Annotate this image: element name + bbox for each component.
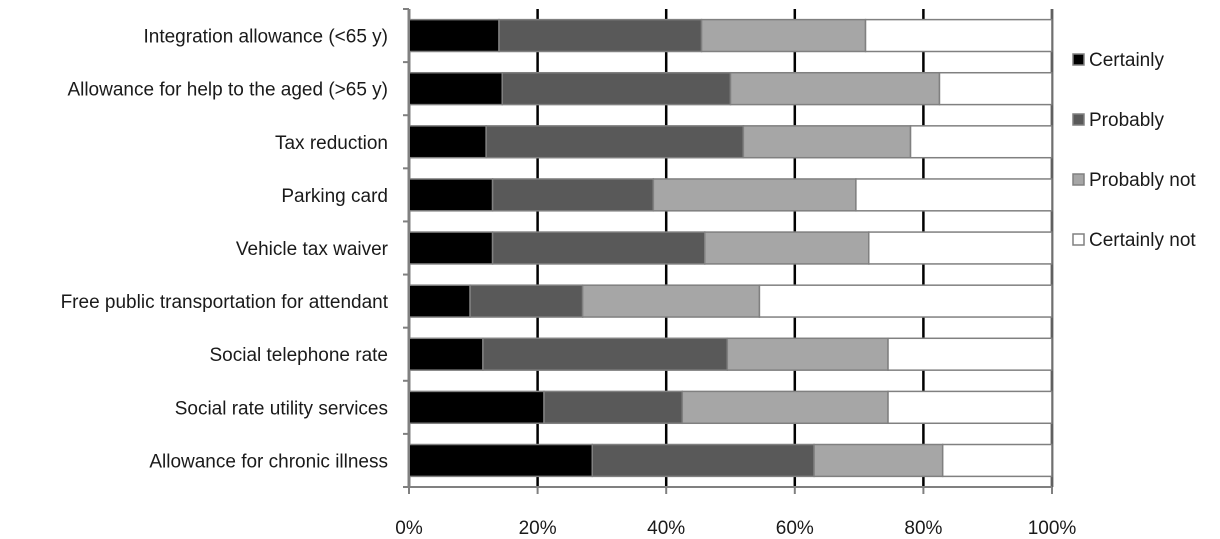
x-tick-label: 40%: [647, 518, 685, 539]
category-label: Tax reduction: [275, 133, 388, 154]
bar-segment-probably: [501, 71, 732, 106]
bar-segment-certainly: [408, 284, 471, 318]
bar-segment-probably: [469, 284, 584, 318]
bar-segment-probably: [543, 390, 684, 425]
x-tick-label: 100%: [1028, 518, 1077, 539]
bar-segment-certainly-not: [887, 390, 1053, 425]
bar-segment-probably-not: [726, 337, 889, 371]
bar-segment-certainly-not: [909, 125, 1053, 159]
bar-segment-probably: [485, 125, 745, 159]
category-label: Allowance for chronic illness: [149, 451, 388, 472]
axes: [403, 8, 1053, 494]
bar-segment-probably-not: [704, 231, 870, 265]
bar-segment-probably-not: [681, 390, 889, 425]
bars: [408, 18, 1053, 478]
bar-segment-probably-not: [652, 178, 857, 212]
bar-segment-certainly: [408, 178, 494, 212]
legend: Certainly Probably Probably not Certainly n…: [1072, 50, 1196, 251]
bar-segment-certainly-not: [758, 284, 1053, 318]
bar-segment-probably-not: [813, 443, 944, 478]
legend-swatch: [1072, 113, 1085, 126]
bar-segment-certainly: [408, 71, 503, 106]
bar-segment-certainly-not: [941, 443, 1053, 478]
legend-label: Certainly: [1089, 50, 1164, 71]
bar-segment-probably-not: [729, 71, 941, 106]
bar-segment-certainly-not: [867, 231, 1053, 265]
x-tick-label: 60%: [776, 518, 814, 539]
bar-segment-probably: [491, 231, 706, 265]
bar-segment-certainly-not: [938, 71, 1053, 106]
bar-segment-certainly: [408, 231, 494, 265]
bar-segment-probably-not: [742, 125, 912, 159]
x-tick-label: 20%: [519, 518, 557, 539]
category-label: Vehicle tax waiver: [236, 239, 389, 260]
category-label: Parking card: [281, 186, 388, 207]
bar-segment-certainly-not: [887, 337, 1053, 371]
bar-segment-probably-not: [581, 284, 761, 318]
x-tick-label: 80%: [904, 518, 942, 539]
bar-segment-probably: [491, 178, 655, 212]
bar-segment-probably: [498, 18, 703, 53]
x-tick-labels: 0% 20% 40% 60% 80% 100%: [395, 518, 1076, 539]
bar-segment-certainly: [408, 125, 487, 159]
x-tick-label: 0%: [395, 518, 423, 539]
legend-label: Certainly not: [1089, 230, 1196, 251]
bar-segment-probably: [591, 443, 815, 478]
category-label: Social rate utility services: [175, 398, 388, 419]
category-label: Social telephone rate: [209, 345, 388, 366]
bar-segment-certainly: [408, 337, 484, 371]
legend-swatch: [1072, 233, 1085, 246]
category-label: Integration allowance (<65 y): [143, 27, 388, 48]
legend-label: Probably: [1089, 110, 1164, 131]
bar-segment-probably: [482, 337, 729, 371]
legend-label: Probably not: [1089, 170, 1196, 191]
category-labels: Integration allowance (<65 y) Allowance f…: [61, 27, 389, 473]
legend-swatch: [1072, 53, 1085, 66]
bar-segment-probably-not: [700, 18, 867, 53]
bar-segment-certainly: [408, 443, 594, 478]
bar-segment-certainly: [408, 18, 500, 53]
bar-segment-certainly-not: [855, 178, 1053, 212]
bar-segment-certainly-not: [864, 18, 1053, 53]
bar-segment-certainly: [408, 390, 545, 425]
category-label: Free public transportation for attendant: [61, 292, 389, 313]
legend-swatch: [1072, 173, 1085, 186]
category-label: Allowance for help to the aged (>65 y): [67, 80, 388, 101]
